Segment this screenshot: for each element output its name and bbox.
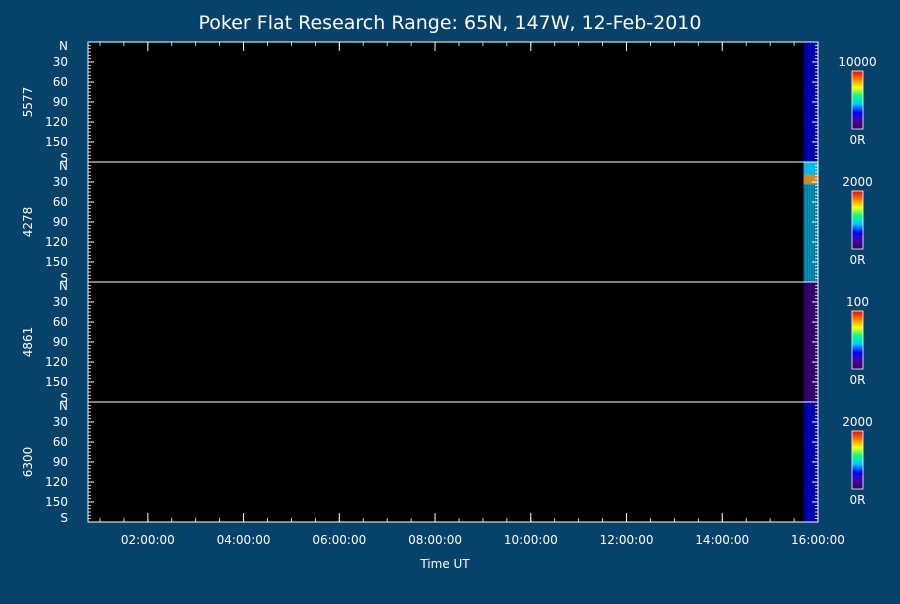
y-tick-label: 90 [53, 335, 68, 349]
y-tick-label: 120 [45, 115, 68, 129]
panel-wavelength-label: 6300 [21, 447, 35, 478]
x-tick-label: 10:00:00 [504, 533, 558, 547]
y-tick-label: 120 [45, 355, 68, 369]
y-tick-label: 60 [53, 435, 68, 449]
panel-background [88, 402, 818, 522]
data-strip [803, 402, 818, 522]
colorbar-min-label: 0R [850, 133, 866, 147]
chart-title: Poker Flat Research Range: 65N, 147W, 12… [199, 12, 702, 34]
colorbar-min-label: 0R [850, 493, 866, 507]
colorbar-max-label: 100 [846, 295, 869, 309]
y-tick-label: 30 [53, 175, 68, 189]
y-tick-label: 30 [53, 415, 68, 429]
x-tick-label: 02:00:00 [121, 533, 175, 547]
panel-background [88, 282, 818, 402]
data-strip [803, 162, 818, 282]
panel-wavelength-label: 5577 [21, 87, 35, 118]
x-tick-label: 16:00:00 [791, 533, 845, 547]
colorbar [851, 190, 864, 250]
panel-background [88, 162, 818, 282]
y-tick-label: 120 [45, 475, 68, 489]
panel-wavelength-label: 4861 [21, 327, 35, 358]
y-tick-label: S [60, 271, 68, 285]
y-tick-label: 150 [45, 255, 68, 269]
panel-wavelength-label: 4278 [21, 207, 35, 238]
y-tick-label: N [59, 159, 68, 173]
y-tick-label: 60 [53, 195, 68, 209]
y-tick-label: 90 [53, 95, 68, 109]
data-strip [803, 282, 818, 402]
x-axis: 02:00:00 04:00:00 06:00:00 08:00:00 10:00:00… [99, 42, 845, 547]
x-tick-label: 04:00:00 [217, 533, 271, 547]
y-tick-label: N [59, 279, 68, 293]
y-tick-label: S [60, 391, 68, 405]
y-tick-label: 60 [53, 315, 68, 329]
y-tick-label: 90 [53, 215, 68, 229]
panels-group: N 30 60 90 120 150 S 5577 10000 0R N 30 60 90 120 150 S 4… [21, 39, 877, 525]
y-tick-label: S [60, 511, 68, 525]
panel-5577: N 30 60 90 120 150 S 5577 10000 0R [21, 39, 877, 165]
colorbar-min-label: 0R [850, 253, 866, 267]
colorbar-min-label: 0R [850, 373, 866, 387]
colorbar-max-label: 2000 [842, 415, 873, 429]
x-tick-label: 14:00:00 [695, 533, 749, 547]
data-bright-band [803, 174, 818, 184]
x-axis-label: Time UT [419, 557, 470, 571]
y-tick-label: 90 [53, 455, 68, 469]
panel-6300: N 30 60 90 120 150 S 6300 2000 0R [21, 399, 873, 525]
y-tick-label: N [59, 399, 68, 413]
y-tick-label: 150 [45, 495, 68, 509]
y-tick-label: 150 [45, 135, 68, 149]
colorbar [851, 430, 864, 490]
y-tick-label: S [60, 151, 68, 165]
colorbar [851, 310, 864, 370]
y-tick-label: N [59, 39, 68, 53]
panel-4861: N 30 60 90 120 150 S 4861 100 0R [21, 279, 869, 405]
y-tick-label: 30 [53, 295, 68, 309]
y-tick-label: 60 [53, 75, 68, 89]
panel-4278: N 30 60 90 120 150 S 4278 2000 0R [21, 159, 873, 285]
colorbar [851, 70, 864, 130]
panel-background [88, 42, 818, 162]
y-tick-label: 30 [53, 55, 68, 69]
data-strip [803, 42, 818, 162]
x-tick-label: 06:00:00 [312, 533, 366, 547]
y-tick-label: 150 [45, 375, 68, 389]
colorbar-max-label: 2000 [842, 175, 873, 189]
x-tick-label: 12:00:00 [600, 533, 654, 547]
x-tick-label: 08:00:00 [408, 533, 462, 547]
colorbar-max-label: 10000 [838, 55, 876, 69]
y-tick-label: 120 [45, 235, 68, 249]
